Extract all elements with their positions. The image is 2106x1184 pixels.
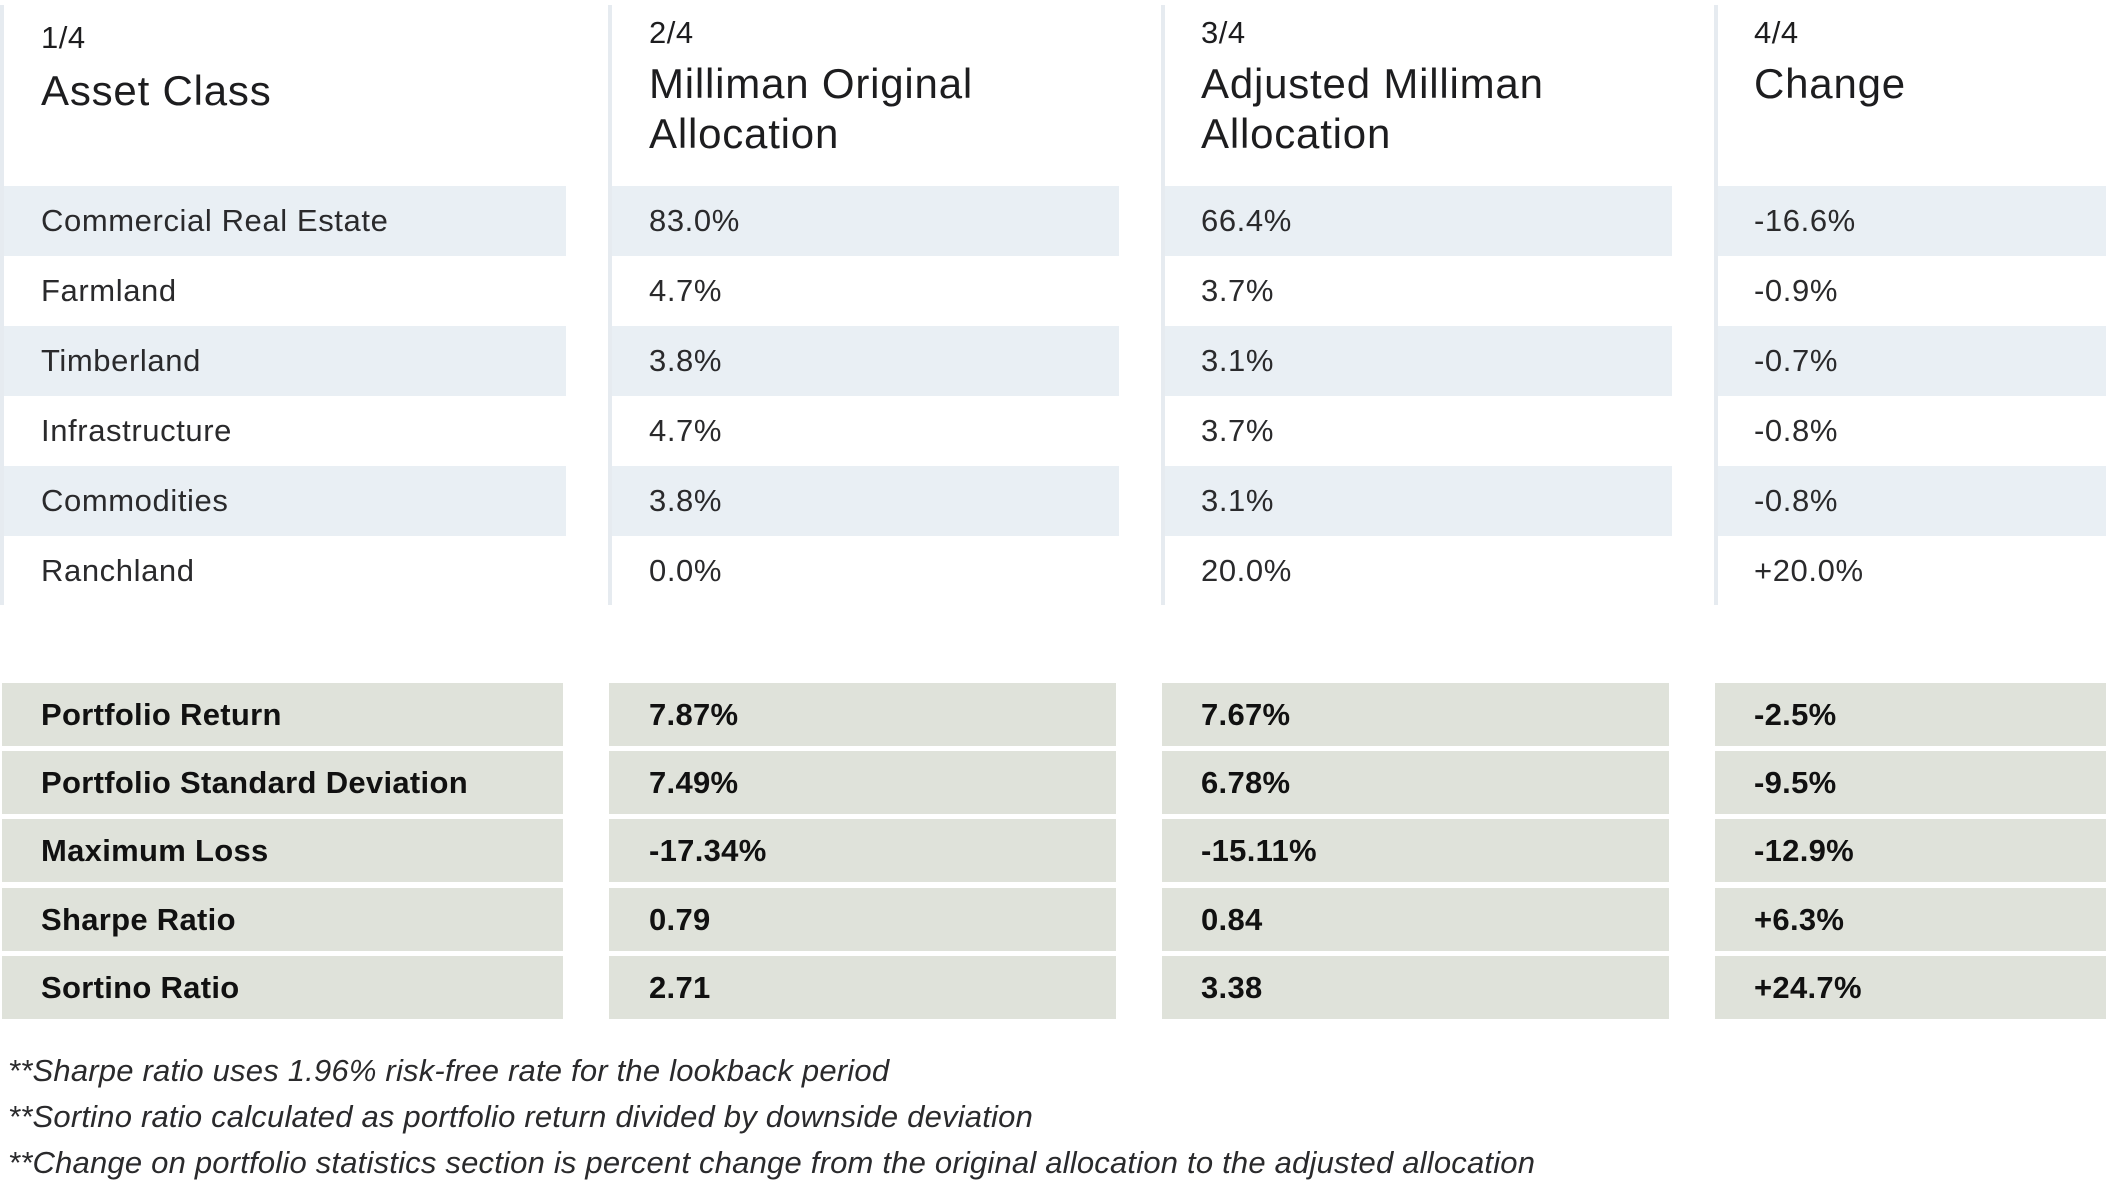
column-step-number: 4/4 (1754, 15, 1799, 50)
stat-row-adjusted: 0.84 (1162, 888, 1669, 951)
footnote-sharpe: **Sharpe ratio uses 1.96% risk-free rate… (8, 1053, 890, 1088)
stat-row-original: 0.79 (609, 888, 1116, 951)
column-title: Asset Class (41, 67, 272, 114)
table-row-asset: Ranchland (41, 553, 195, 588)
column-title-line-2: Allocation (649, 110, 840, 157)
stat-row-label: Maximum Loss (2, 819, 563, 882)
stat-row-label: Portfolio Return (2, 683, 563, 746)
table-row-asset: Farmland (41, 273, 177, 308)
stat-row-change: +24.7% (1715, 956, 2106, 1019)
stat-row-change: +6.3% (1715, 888, 2106, 951)
stat-row-change: -9.5% (1715, 751, 2106, 814)
stat-row-label: Sharpe Ratio (2, 888, 563, 951)
table-row-adjusted: 66.4% (1165, 186, 1672, 256)
stat-row-change: -12.9% (1715, 819, 2106, 882)
stat-row-adjusted: 7.67% (1162, 683, 1669, 746)
table-row-change: +20.0% (1754, 553, 1864, 588)
table-row-change: -16.6% (1718, 186, 2106, 256)
table-row-asset: Commercial Real Estate (4, 186, 566, 256)
table-row-original: 0.0% (649, 553, 723, 588)
column-title-line-1: Adjusted Milliman (1201, 60, 1544, 107)
column-step-number: 3/4 (1201, 15, 1246, 50)
table-row-adjusted: 3.1% (1165, 466, 1672, 536)
column-step-number: 2/4 (649, 15, 694, 50)
column-title-line-2: Allocation (1201, 110, 1392, 157)
footnote-change: **Change on portfolio statistics section… (8, 1145, 1536, 1180)
table-row-asset: Infrastructure (41, 413, 233, 448)
stat-row-adjusted: 6.78% (1162, 751, 1669, 814)
table-row-change: -0.8% (1754, 413, 1838, 448)
stat-row-change: -2.5% (1715, 683, 2106, 746)
table-row-original: 3.8% (612, 326, 1119, 396)
stat-row-original: 7.87% (609, 683, 1116, 746)
table-row-change: -0.7% (1718, 326, 2106, 396)
table-row-asset: Commodities (4, 466, 566, 536)
column-divider (1161, 5, 1165, 605)
table-row-asset: Timberland (4, 326, 566, 396)
table-row-original: 83.0% (612, 186, 1119, 256)
stat-row-original: -17.34% (609, 819, 1116, 882)
stat-row-original: 7.49% (609, 751, 1116, 814)
table-row-original: 3.8% (612, 466, 1119, 536)
stat-row-label: Sortino Ratio (2, 956, 563, 1019)
stat-row-adjusted: 3.38 (1162, 956, 1669, 1019)
table-row-adjusted: 20.0% (1201, 553, 1292, 588)
table-row-change: -0.9% (1754, 273, 1838, 308)
table-row-adjusted: 3.7% (1201, 273, 1275, 308)
column-divider (1714, 5, 1718, 605)
stat-row-label: Portfolio Standard Deviation (2, 751, 563, 814)
stat-row-adjusted: -15.11% (1162, 819, 1669, 882)
table-row-adjusted: 3.7% (1201, 413, 1275, 448)
column-divider (0, 5, 4, 605)
table-row-original: 4.7% (649, 273, 723, 308)
column-divider (608, 5, 612, 605)
column-title: Change (1754, 60, 1906, 107)
table-row-change: -0.8% (1718, 466, 2106, 536)
table-row-adjusted: 3.1% (1165, 326, 1672, 396)
stat-row-original: 2.71 (609, 956, 1116, 1019)
column-title-line-1: Milliman Original (649, 60, 974, 107)
table-row-original: 4.7% (649, 413, 723, 448)
footnote-sortino: **Sortino ratio calculated as portfolio … (8, 1099, 1034, 1134)
column-step-number: 1/4 (41, 20, 86, 55)
